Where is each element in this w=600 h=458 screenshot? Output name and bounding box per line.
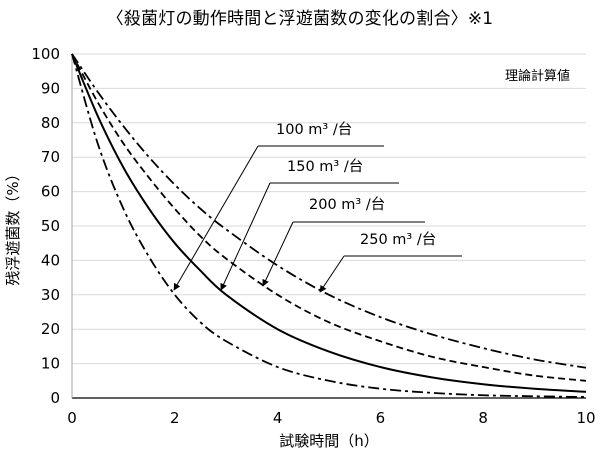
x-tick-label: 4: [273, 409, 283, 427]
y-tick-label: 90: [41, 79, 60, 97]
series-label-200: 200 m³ /台: [309, 196, 385, 213]
x-tick-label: 6: [376, 409, 386, 427]
x-tick-labels: 0 2 4 6 8 10: [67, 409, 595, 427]
x-tick-label: 2: [170, 409, 180, 427]
y-tick-label: 0: [50, 389, 60, 407]
label-leader-arrow: [220, 182, 271, 291]
y-axis-title: 残浮遊菌数（%）: [4, 166, 22, 285]
chart-title: 〈殺菌灯の動作時間と浮遊菌数の変化の割合〉※1: [106, 9, 494, 29]
series-labels: 100 m³ /台 150 m³ /台 200 m³ /台 250 m³ /台: [173, 121, 462, 293]
gridlines: [72, 53, 586, 365]
axes: [71, 54, 586, 399]
y-tick-label: 30: [41, 286, 60, 304]
x-tick-label: 8: [478, 409, 488, 427]
series-line-100: [71, 53, 587, 398]
series-line-150: [71, 53, 587, 393]
y-tick-label: 10: [41, 355, 60, 373]
annotation-theoretical: 理論計算値: [505, 68, 570, 84]
y-tick-label: 50: [41, 217, 60, 235]
label-leader-arrow: [262, 221, 294, 287]
label-leader-arrow: [173, 145, 259, 291]
x-tick-label: 10: [576, 409, 595, 427]
y-tick-label: 70: [41, 148, 60, 166]
y-tick-label: 20: [41, 320, 60, 338]
series-label-150: 150 m³ /台: [287, 158, 363, 175]
series-line-250: [71, 53, 587, 369]
x-axis-title: 試験時間（h）: [279, 432, 379, 450]
x-tick-label: 0: [67, 409, 77, 427]
y-tick-label: 40: [41, 251, 60, 269]
y-tick-label: 80: [41, 114, 60, 132]
series-lines: [71, 53, 587, 398]
series-label-100: 100 m³ /台: [276, 121, 352, 138]
y-tick-label: 100: [31, 45, 60, 63]
y-tick-label: 60: [41, 183, 60, 201]
series-label-250: 250 m³ /台: [360, 231, 436, 248]
series-line-200: [71, 53, 587, 382]
label-leader-arrow: [319, 255, 345, 293]
y-tick-labels: 0 10 20 30 40 50 60 70 80 90 100: [31, 45, 60, 407]
